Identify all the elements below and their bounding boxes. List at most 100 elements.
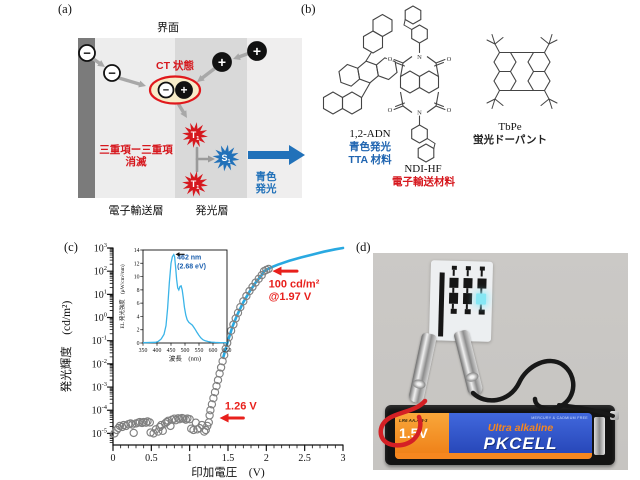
data-point <box>233 308 243 317</box>
svg-text:@1.97 V: @1.97 V <box>269 291 312 303</box>
data-point <box>141 418 151 427</box>
svg-text:1.5: 1.5 <box>222 453 235 464</box>
etl-region <box>95 38 175 198</box>
svg-text:450: 450 <box>167 348 176 354</box>
data-point <box>206 406 215 415</box>
tta-label: 三重項ー三重項 消滅 <box>82 144 190 168</box>
svg-text:(2.68 eV): (2.68 eV) <box>177 263 206 270</box>
svg-text:2: 2 <box>137 328 140 334</box>
tta-label-line1: 三重項ー三重項 <box>99 144 173 156</box>
eml-caption: 発光層 <box>195 205 229 217</box>
luminance-voltage-chart: 0 0.5 1 1.5 2 2.5 310310210110010-110-210-310-… <box>59 242 346 479</box>
svg-text:O: O <box>388 107 393 114</box>
svg-text:600: 600 <box>209 348 218 354</box>
svg-text:8: 8 <box>137 288 140 294</box>
svg-text:500: 500 <box>181 348 190 354</box>
data-point <box>201 425 210 435</box>
data-point <box>216 363 226 372</box>
battery-orange-band <box>395 453 592 459</box>
svg-text:−: − <box>108 65 116 80</box>
black-wire-loop <box>470 358 576 412</box>
data-point <box>205 411 214 420</box>
data-point <box>166 421 175 431</box>
data-point <box>207 400 217 409</box>
data-point <box>154 427 163 436</box>
svg-text:EL 発光強度 (μW/cm²/nm): EL 発光強度 (μW/cm²/nm) <box>118 264 126 329</box>
black-wire-end <box>557 403 615 418</box>
data-point <box>231 314 240 323</box>
svg-text:10-5: 10-5 <box>92 427 107 440</box>
molecule-2-desc1: 電子輸送材料 <box>392 176 455 188</box>
tta-label-line2: 消滅 <box>125 156 147 168</box>
data-point <box>128 420 137 429</box>
svg-text:S1: S1 <box>221 153 230 165</box>
data-point <box>210 388 220 397</box>
data-point <box>158 426 167 435</box>
svg-text:4: 4 <box>137 314 140 320</box>
outcoupling-region <box>247 38 302 198</box>
svg-text:12: 12 <box>134 261 140 267</box>
data-point <box>181 415 190 424</box>
svg-text:550: 550 <box>195 348 204 354</box>
svg-text:発光輝度 (cd/m²): 発光輝度 (cd/m²) <box>59 301 73 393</box>
red-wire <box>378 398 428 448</box>
blue-emission-label: 青色 発光 <box>246 171 286 195</box>
svg-text:O: O <box>447 56 452 63</box>
data-point <box>121 421 131 431</box>
molecule-1-desc1: 青色発光 <box>349 141 391 153</box>
data-point <box>264 264 273 274</box>
svg-text:+: + <box>218 54 226 70</box>
svg-text:1.26 V: 1.26 V <box>225 400 257 412</box>
svg-text:14: 14 <box>134 248 140 254</box>
fit-line <box>222 246 345 359</box>
svg-text:10-4: 10-4 <box>92 404 108 417</box>
holder-contact-spring <box>594 417 605 455</box>
svg-text:350: 350 <box>139 348 148 354</box>
battery-brand-text: PKCELL <box>483 434 558 453</box>
svg-text:0: 0 <box>111 453 116 464</box>
device-layer-diagram: − + − − + + T1 T1 S1 CT 状態 三重項ー三重項 消滅 青色 発光 <box>78 38 305 198</box>
svg-text:10-2: 10-2 <box>92 358 107 371</box>
interface-label: 界面 <box>157 22 179 34</box>
panel-b-label: (b) <box>301 2 316 16</box>
data-point <box>257 271 266 280</box>
svg-text:+: + <box>253 43 261 59</box>
svg-text:102: 102 <box>94 265 107 278</box>
ct-state-label: CT 状態 <box>156 60 194 72</box>
svg-text:印加電圧 (V): 印加電圧 (V) <box>191 466 265 479</box>
svg-text:1: 1 <box>187 453 192 464</box>
panel-d-label: (d) <box>356 240 371 254</box>
svg-text:0.5: 0.5 <box>145 453 158 464</box>
blue-emission-line2: 発光 <box>255 183 277 195</box>
molecule-1-desc2: TTA 材料 <box>348 154 392 166</box>
svg-text:0: 0 <box>137 341 140 347</box>
svg-text:波長 (nm): 波長 (nm) <box>169 354 201 363</box>
svg-text:2: 2 <box>264 453 269 464</box>
battery-holder: LR6 AA.AM-3 1.5V MERCURY & CADMIUM FREE … <box>385 405 615 465</box>
molecule-3-name: TbPe <box>498 121 522 133</box>
battery-label-right: MERCURY & CADMIUM FREE Ultra alkaline PK… <box>449 413 592 459</box>
svg-text:N: N <box>417 54 422 61</box>
svg-text:3: 3 <box>341 453 346 464</box>
molecule-2-name: NDI-HF <box>404 163 442 175</box>
svg-text:462 nm: 462 nm <box>177 254 201 261</box>
svg-text:−: − <box>83 45 91 60</box>
svg-text:N: N <box>417 110 422 117</box>
svg-text:10-1: 10-1 <box>92 335 107 348</box>
svg-text:103: 103 <box>94 242 107 255</box>
svg-text:O: O <box>447 107 452 114</box>
svg-text:101: 101 <box>94 288 107 301</box>
svg-text:10-3: 10-3 <box>92 381 107 394</box>
svg-text:650: 650 <box>223 348 232 354</box>
etl-caption: 電子輸送層 <box>108 205 164 217</box>
battery-model-text: LR6 AA.AM-3 <box>399 418 428 423</box>
molecule-1-name: 1,2-ADN <box>349 128 391 140</box>
wires-overlay <box>378 358 615 448</box>
molecule-3-desc1: 蛍光ドーパント <box>473 134 547 146</box>
data-point <box>218 357 227 366</box>
data-point <box>174 414 183 423</box>
data-point <box>149 429 158 438</box>
data-point <box>209 394 218 403</box>
svg-text:2.5: 2.5 <box>298 453 311 464</box>
